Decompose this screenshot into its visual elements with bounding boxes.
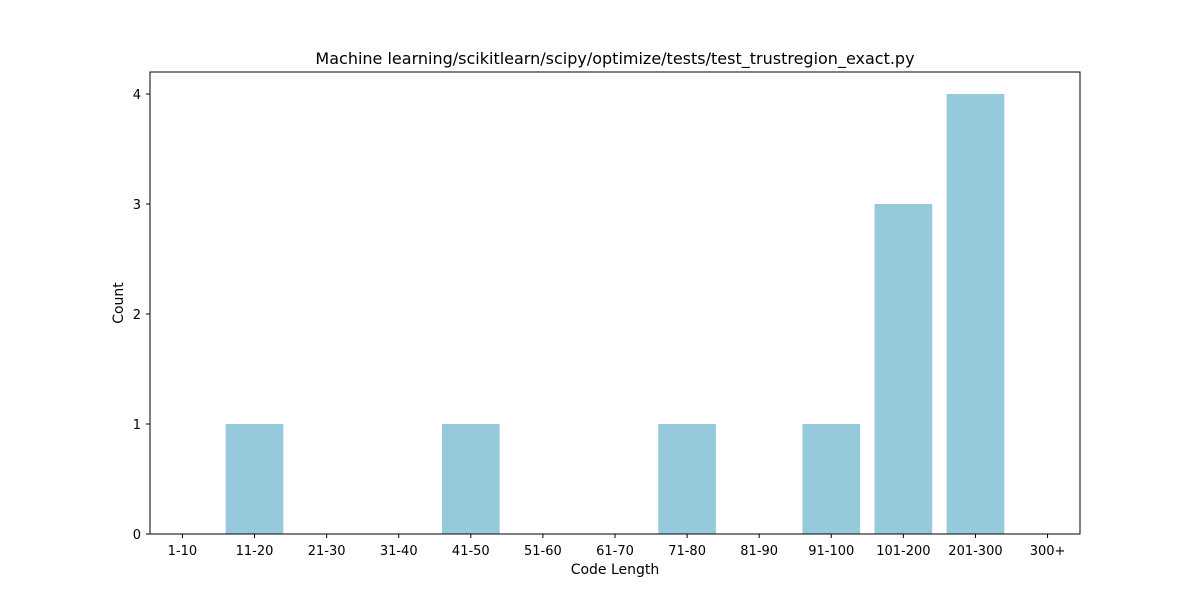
y-axis-ticks: 0 1 2 3 4 bbox=[133, 88, 150, 543]
bar-11-20 bbox=[225, 424, 284, 534]
x-tick-label: 300+ bbox=[1030, 544, 1066, 559]
bars-group bbox=[225, 94, 1005, 534]
y-tick-label: 3 bbox=[133, 198, 141, 213]
x-axis-ticks: 1-10 11-20 21-30 31-40 41-50 51-60 61-70 71-80 8… bbox=[168, 534, 1066, 559]
x-tick-label: 61-70 bbox=[596, 544, 634, 559]
x-tick-label: 31-40 bbox=[380, 544, 418, 559]
x-tick-label: 1-10 bbox=[168, 544, 198, 559]
x-tick-label: 51-60 bbox=[524, 544, 562, 559]
bar-71-80 bbox=[658, 424, 716, 534]
x-tick-label: 201-300 bbox=[948, 544, 1002, 559]
x-tick-label: 101-200 bbox=[876, 544, 930, 559]
bar-101-200 bbox=[874, 204, 933, 534]
x-tick-label: 41-50 bbox=[452, 544, 490, 559]
x-tick-label: 11-20 bbox=[236, 544, 274, 559]
x-axis-label: Code Length bbox=[571, 562, 660, 578]
plot-frame bbox=[149, 71, 1081, 535]
x-tick-label: 71-80 bbox=[668, 544, 706, 559]
y-axis-label: Count bbox=[111, 282, 127, 324]
bar-201-300 bbox=[946, 94, 1005, 534]
y-tick-label: 1 bbox=[133, 418, 141, 433]
x-tick-label: 91-100 bbox=[808, 544, 854, 559]
x-tick-label: 21-30 bbox=[308, 544, 346, 559]
bar-41-50 bbox=[441, 424, 500, 534]
y-tick-label: 0 bbox=[133, 528, 141, 543]
bar-91-100 bbox=[802, 424, 861, 534]
y-tick-label: 2 bbox=[133, 308, 141, 323]
y-tick-label: 4 bbox=[133, 88, 141, 103]
chart-title: Machine learning/scikitlearn/scipy/optim… bbox=[315, 49, 914, 69]
x-tick-label: 81-90 bbox=[740, 544, 778, 559]
